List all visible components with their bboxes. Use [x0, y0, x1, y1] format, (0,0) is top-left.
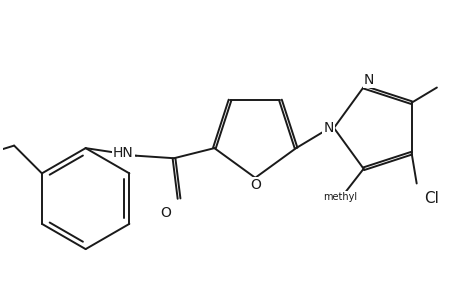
Text: N: N: [323, 121, 333, 135]
Text: HN: HN: [112, 146, 133, 160]
Text: N: N: [363, 73, 373, 87]
Text: methyl: methyl: [322, 191, 356, 202]
Text: O: O: [160, 206, 171, 220]
Text: Cl: Cl: [423, 191, 438, 206]
Text: O: O: [249, 178, 260, 192]
